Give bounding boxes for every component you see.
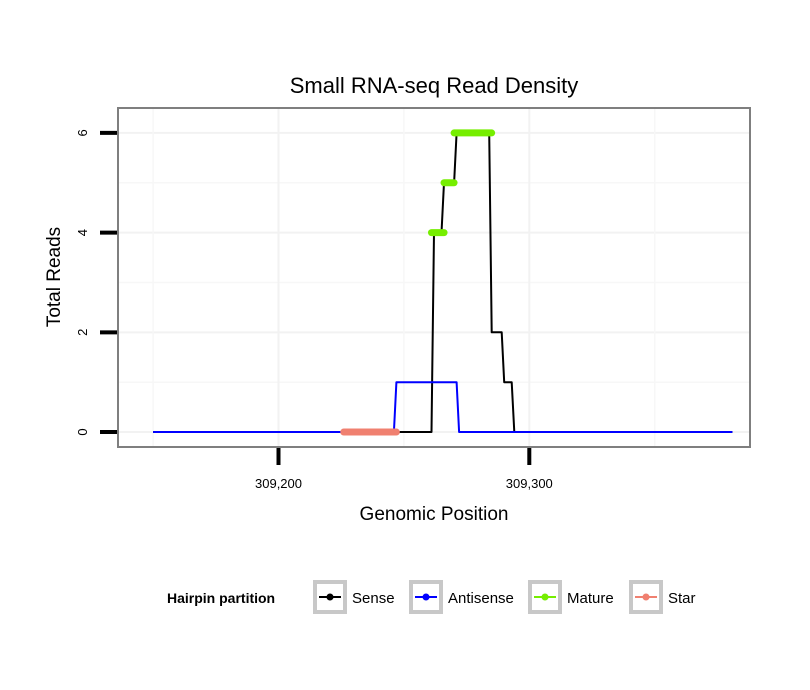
legend-label-mature: Mature [567,590,614,607]
x-axis-title: Genomic Position [360,504,509,525]
x-tick-label: 309,200 [255,476,302,491]
y-axis-title: Total Reads [44,227,65,327]
plot-frame [117,107,751,448]
legend-marker-antisense [422,593,430,601]
chart-title: Small RNA-seq Read Density [290,73,579,98]
y-tick-label: 4 [75,229,90,236]
axes: 0 2 4 6 309,200 309,300 [75,129,553,491]
series-layer [153,129,733,436]
legend-label-sense: Sense [352,590,395,607]
legend-marker-star [642,593,650,601]
legend: Hairpin partition Sense Antisense Mature St… [167,580,696,614]
legend-marker-mature [541,593,549,601]
legend-label-star: Star [668,590,696,607]
legend-label-antisense: Antisense [448,590,514,607]
legend-title: Hairpin partition [167,590,275,606]
series-line-antisense [153,381,733,433]
y-tick-label: 6 [75,129,90,136]
legend-marker-sense [326,593,334,601]
y-tick-label: 0 [75,428,90,435]
y-tick-label: 2 [75,329,90,336]
x-tick-label: 309,300 [506,476,553,491]
